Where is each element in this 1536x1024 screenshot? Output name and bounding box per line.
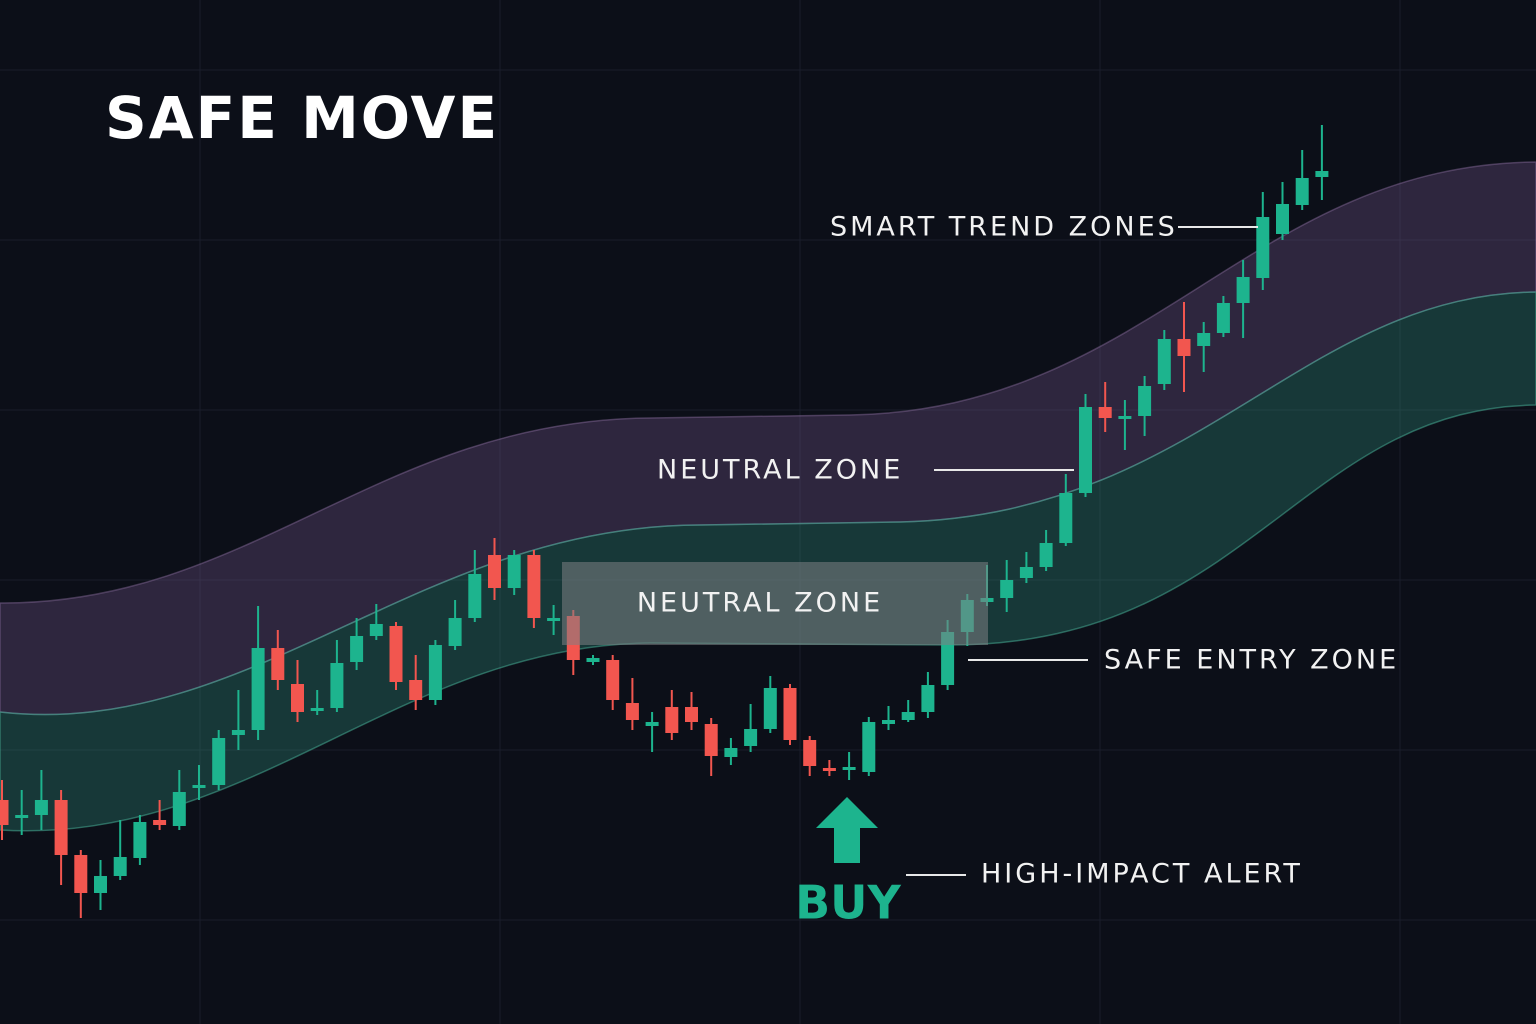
candle-body xyxy=(192,785,206,788)
chart-title: SAFE MOVE xyxy=(105,84,499,152)
candle-body xyxy=(763,688,777,729)
candle-body xyxy=(468,574,482,618)
candle-body xyxy=(1295,178,1309,205)
candle-body xyxy=(606,660,620,700)
candle-body xyxy=(783,688,797,740)
candle-body xyxy=(941,632,955,685)
candle-body xyxy=(74,855,88,893)
candle-body xyxy=(586,658,600,662)
candle-body xyxy=(369,624,383,636)
candle-body xyxy=(1236,277,1250,303)
annotation: NEUTRAL ZONE xyxy=(657,455,903,486)
candle-body xyxy=(94,876,107,893)
candle-body xyxy=(1019,567,1033,578)
candle-body xyxy=(1256,217,1270,278)
candle-body xyxy=(1059,493,1073,543)
candle-body xyxy=(271,648,285,680)
candle-body xyxy=(1315,171,1329,177)
candle-body xyxy=(1039,543,1053,567)
candle-body xyxy=(1157,339,1171,384)
candle-body xyxy=(1098,407,1112,418)
candle-body xyxy=(428,645,442,700)
candle-body xyxy=(527,555,541,618)
candle-body xyxy=(409,680,423,700)
annotation: HIGH-IMPACT ALERT xyxy=(981,859,1303,890)
candle-body xyxy=(882,720,895,724)
candle-body xyxy=(1177,339,1191,356)
candle-body xyxy=(901,712,915,720)
candle-body xyxy=(1000,580,1014,598)
candle-body xyxy=(310,708,324,711)
candle-body xyxy=(212,738,226,785)
candle-body xyxy=(1276,204,1289,234)
candle-body xyxy=(921,685,935,712)
buy-label: BUY xyxy=(795,876,901,930)
candle-body xyxy=(704,724,718,756)
candles xyxy=(0,125,1329,918)
candle-body xyxy=(744,729,758,746)
annotation: NEUTRAL ZONE xyxy=(637,588,883,619)
candle-body xyxy=(724,748,738,757)
candle-body xyxy=(251,648,265,730)
candle-body xyxy=(231,730,245,735)
candle-body xyxy=(133,822,147,858)
buy-arrow xyxy=(816,797,878,863)
candle-body xyxy=(330,663,344,708)
candle-body xyxy=(15,815,29,818)
candle-body xyxy=(172,792,186,826)
candle-body xyxy=(153,820,167,825)
candle-body xyxy=(488,555,501,588)
candle-body xyxy=(1197,333,1211,346)
candle-body xyxy=(685,707,698,722)
candle-body xyxy=(547,618,561,621)
annotation: SMART TREND ZONES xyxy=(830,212,1178,243)
candle-body xyxy=(862,722,876,772)
candle-body xyxy=(389,626,403,682)
candle-body xyxy=(1216,303,1230,333)
candle-body xyxy=(0,800,9,825)
neutral-zone-box xyxy=(562,562,988,645)
candle-body xyxy=(34,800,48,815)
candle-body xyxy=(1118,416,1132,419)
candle-body xyxy=(665,707,679,733)
candle-body xyxy=(291,684,304,712)
candle-body xyxy=(842,767,856,770)
candle-body xyxy=(625,703,639,720)
candle-body xyxy=(822,768,836,771)
candle-body xyxy=(448,618,462,646)
candle-body xyxy=(54,800,68,855)
candle-body xyxy=(113,857,127,876)
candle-body xyxy=(1138,386,1152,416)
candle-body xyxy=(350,636,364,662)
candle-body xyxy=(1079,407,1092,493)
candle-body xyxy=(645,722,659,726)
candle-body xyxy=(803,740,817,766)
candle-body xyxy=(507,555,521,588)
annotation: SAFE ENTRY ZONE xyxy=(1104,645,1399,676)
